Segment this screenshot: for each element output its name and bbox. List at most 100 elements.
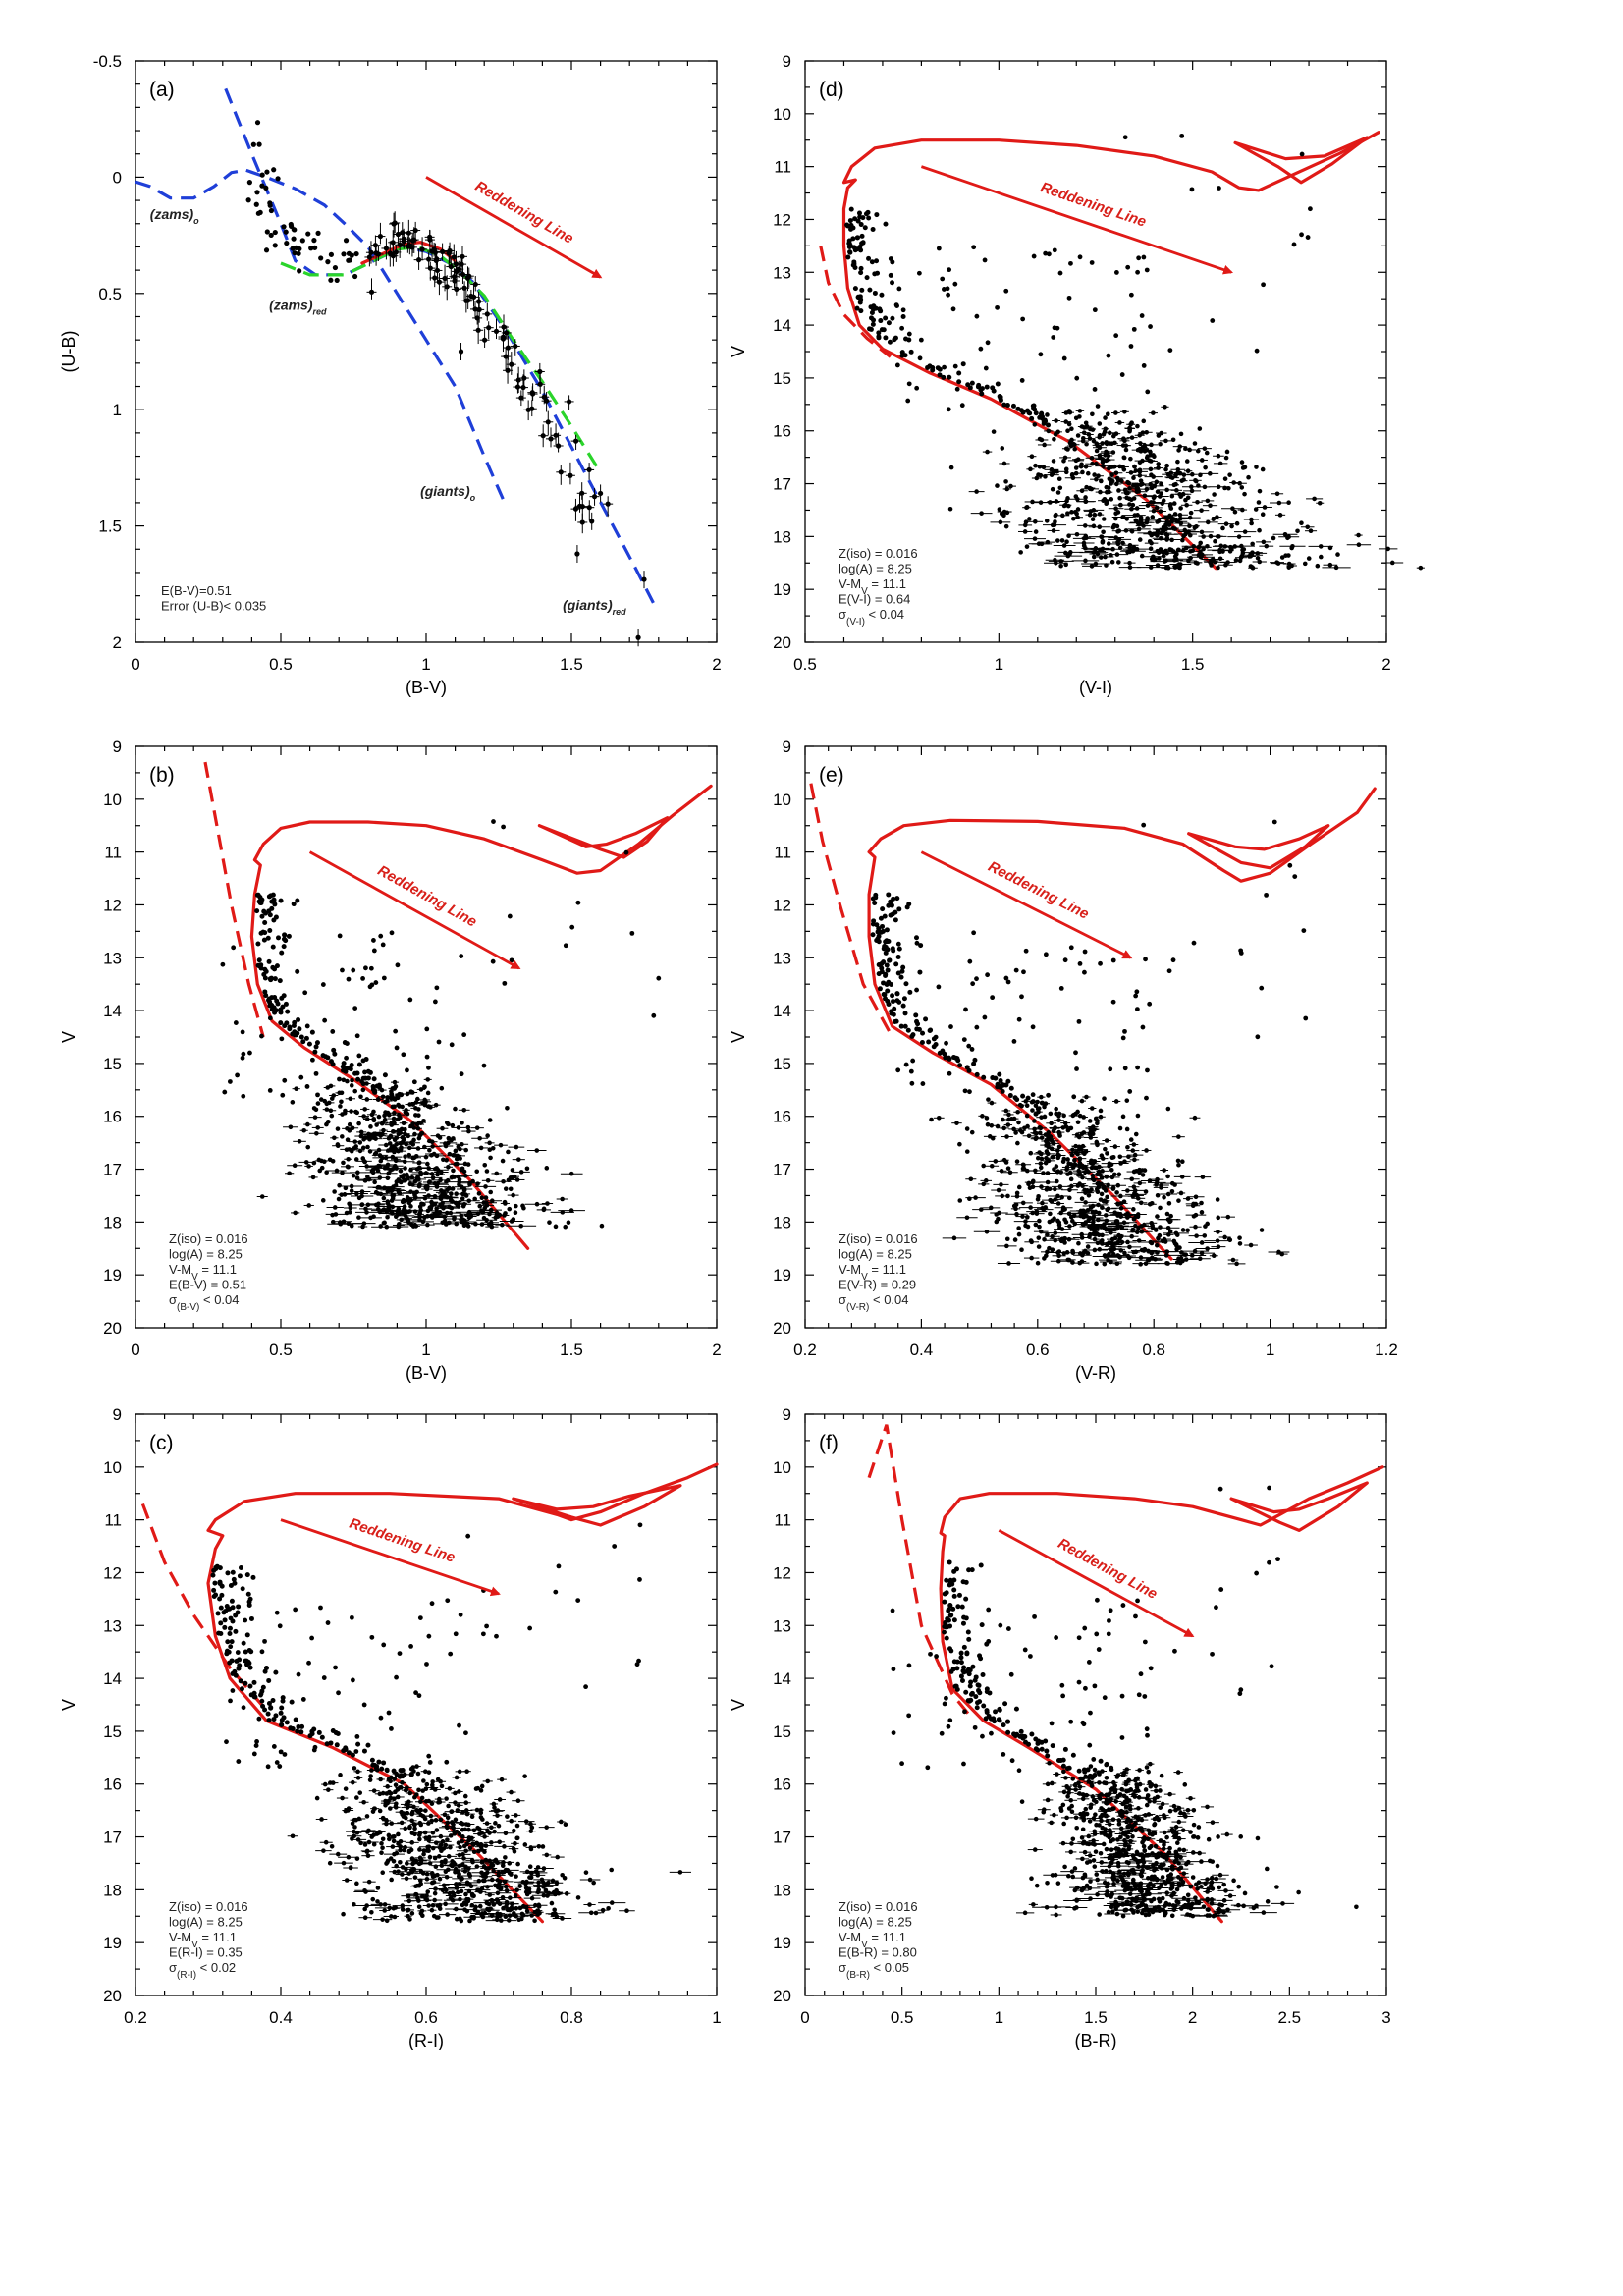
- panel-label: (b): [149, 764, 175, 787]
- star-point: [966, 1043, 972, 1049]
- y-tick-label: 14: [773, 316, 791, 335]
- star-point: [308, 246, 314, 251]
- star-point: [893, 917, 898, 923]
- star-point: [890, 993, 895, 999]
- star-point: [1148, 324, 1153, 329]
- star-point: [1056, 476, 1062, 482]
- star-point: [995, 483, 1000, 488]
- star-point: [1069, 1152, 1075, 1158]
- star-point: [278, 1010, 284, 1015]
- star-point: [858, 297, 864, 302]
- star-point: [978, 387, 984, 393]
- star-point: [925, 364, 931, 370]
- star-point: [894, 896, 900, 902]
- star-point: [1011, 1039, 1017, 1044]
- star-point: [357, 1140, 363, 1145]
- star-point: [1019, 378, 1025, 383]
- star-point: [984, 384, 990, 390]
- parameter-line: σ(B-V) < 0.04: [169, 1292, 240, 1313]
- star-point: [1107, 476, 1112, 481]
- star-point: [329, 1113, 335, 1119]
- star-point: [1156, 1235, 1161, 1241]
- star-point: [379, 1766, 385, 1772]
- star-point: [459, 1071, 464, 1077]
- panel-label: (a): [149, 79, 175, 101]
- star-point: [1089, 486, 1095, 492]
- star-point: [1188, 510, 1194, 516]
- star-point: [513, 1210, 518, 1216]
- star-point: [1133, 993, 1139, 999]
- star-point: [1141, 363, 1147, 368]
- star-point: [406, 1152, 412, 1158]
- star-point: [265, 935, 271, 941]
- star-point: [353, 250, 359, 257]
- star-point: [362, 1159, 368, 1165]
- star-point: [273, 1669, 279, 1675]
- star-point: [1001, 1117, 1005, 1122]
- star-point: [1067, 440, 1073, 446]
- star-point: [275, 176, 281, 182]
- star-point: [1076, 1240, 1081, 1246]
- star-point: [340, 967, 345, 973]
- y-tick-label: -0.5: [93, 52, 122, 71]
- star-point: [369, 982, 375, 988]
- star-point: [1216, 1215, 1221, 1221]
- star-point: [890, 280, 895, 286]
- star-point: [1001, 402, 1007, 408]
- star-point: [360, 1156, 366, 1161]
- star-point: [923, 1016, 929, 1022]
- star-point: [1176, 1162, 1181, 1168]
- star-point: [1082, 949, 1088, 955]
- star-point: [906, 902, 912, 907]
- star-point: [458, 1156, 462, 1161]
- star-point: [1052, 247, 1057, 253]
- star-point: [362, 1075, 368, 1081]
- star-point: [1144, 455, 1150, 461]
- y-axis-label: (U-B): [59, 331, 79, 373]
- star-point: [1155, 489, 1161, 495]
- star-point: [1108, 1066, 1113, 1072]
- star-point: [284, 240, 290, 246]
- star-point: [1134, 989, 1140, 995]
- y-tick-label: 19: [773, 1266, 791, 1285]
- star-point: [959, 403, 965, 409]
- star-point: [285, 1009, 291, 1014]
- isochrone-line: [867, 787, 1377, 1261]
- star-point: [1012, 1237, 1018, 1242]
- star-point: [893, 1019, 898, 1025]
- star-point: [1103, 415, 1108, 420]
- star-point: [1168, 1213, 1173, 1219]
- star-point: [280, 1004, 286, 1010]
- star-point: [890, 911, 895, 917]
- star-point: [247, 1050, 252, 1056]
- star-point: [1003, 288, 1009, 294]
- star-point: [257, 209, 263, 216]
- star-point: [300, 1039, 306, 1045]
- star-point: [505, 1106, 510, 1111]
- star-point: [502, 980, 508, 986]
- star-point: [1261, 282, 1266, 288]
- star-point: [858, 308, 864, 314]
- star-point: [1043, 952, 1049, 957]
- star-point: [279, 995, 285, 1001]
- star-point: [859, 287, 865, 293]
- star-point: [344, 1147, 350, 1152]
- panel-d: 0.5 1 1.5 2 9 10 11 12 13 14 15 16 17 18 19 20 (V-I) V (d)…: [729, 52, 1425, 697]
- star-point: [247, 1683, 253, 1689]
- star-point: [957, 1063, 963, 1068]
- star-point: [311, 238, 317, 244]
- star-point: [995, 1123, 1001, 1129]
- star-point: [356, 1121, 361, 1126]
- star-point: [1254, 465, 1259, 469]
- star-point: [1085, 470, 1091, 476]
- star-point: [1056, 1113, 1061, 1119]
- star-point: [341, 251, 347, 257]
- star-point: [1307, 206, 1313, 212]
- star-point: [507, 913, 513, 919]
- star-point: [947, 506, 953, 512]
- star-point: [1020, 410, 1026, 415]
- star-point: [1253, 507, 1259, 512]
- x-tick-label: 2: [712, 655, 721, 674]
- star-point: [444, 1157, 450, 1163]
